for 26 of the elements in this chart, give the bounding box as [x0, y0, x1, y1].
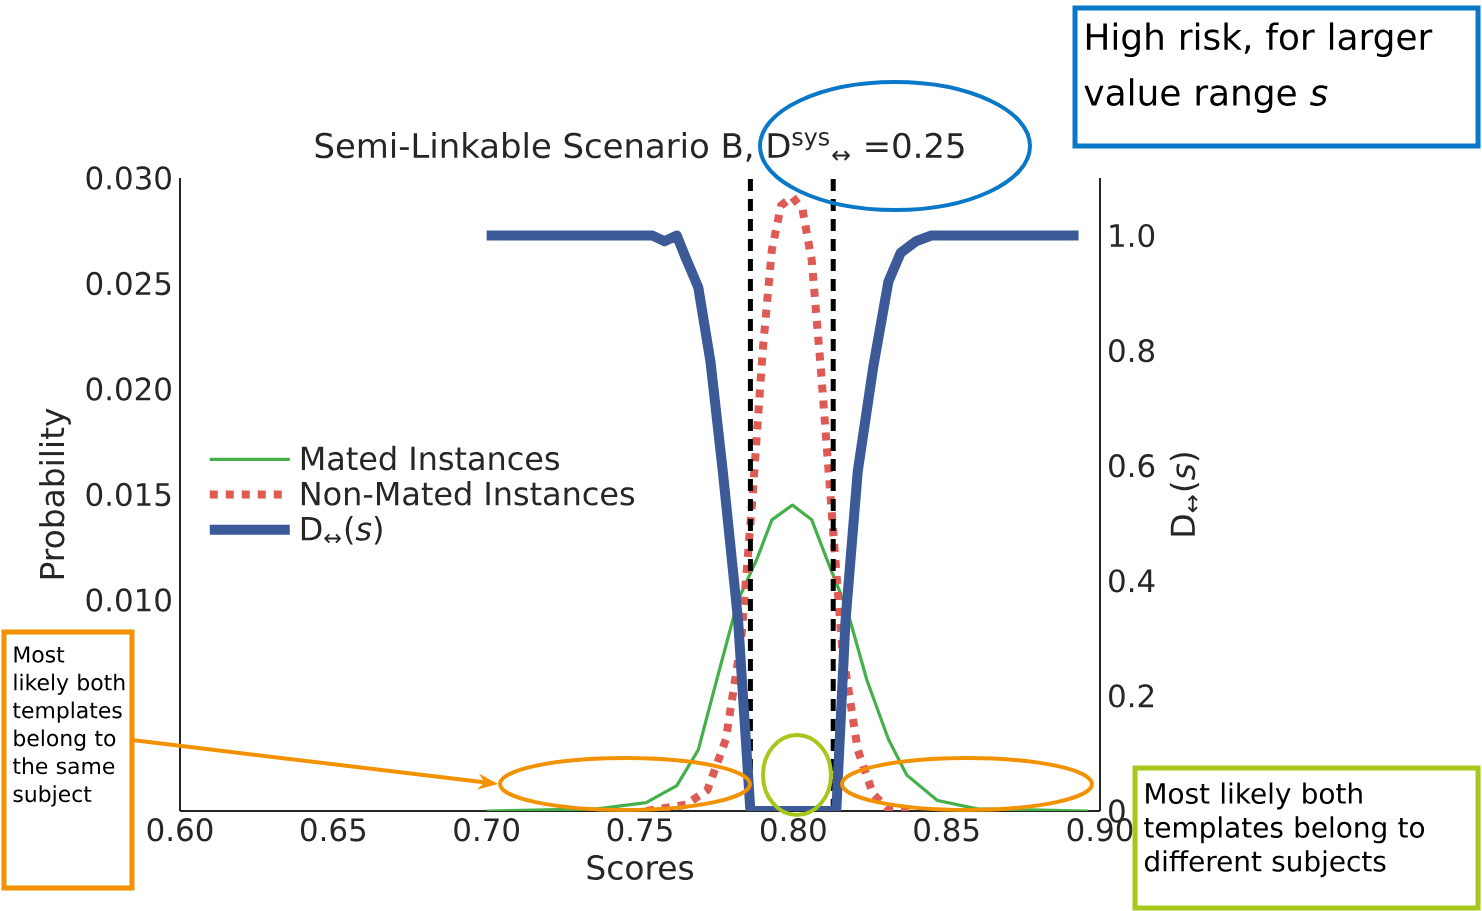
y2-tick-label: 0.8	[1109, 338, 1155, 363]
y-tick-label: 0.030	[86, 166, 171, 190]
y-tick-label: 0.015	[86, 482, 171, 507]
legend-label: Non-Mated Instances	[301, 480, 635, 506]
chart-title: Semi-Linkable Scenario B, D$^{sys}$$_{↔}$ =0.25	[315, 132, 964, 162]
x-tick-label: 0.80	[760, 818, 826, 842]
y2-tick-label: 1.0	[1110, 223, 1155, 248]
text: Most likely both templates belong to the same subject	[12, 646, 125, 807]
y2-tick-label: 0.4	[1109, 569, 1155, 593]
legend-label: D$_{↔}$(s)	[301, 516, 382, 545]
legend-label: Mated Instances	[301, 445, 559, 471]
x-tick-label: 0.75	[607, 818, 672, 842]
y2-tick-label: 0.2	[1109, 684, 1154, 708]
y-tick-label: 0.020	[86, 377, 171, 401]
text: High risk, for larger value range s	[1084, 22, 1433, 113]
y-tick-label: 0.025	[86, 271, 171, 296]
text: Most likely both templates belong to different subjects	[1144, 782, 1425, 878]
x-axis-title: Scores	[587, 855, 694, 880]
x-tick-label: 0.60	[147, 818, 213, 842]
y2-axis-title: D$_{↔}$(s)	[1169, 453, 1200, 536]
x-tick-label: 0.70	[454, 818, 519, 842]
y-axis-title: Probability	[39, 408, 71, 579]
y2-tick-label: 0.6	[1109, 454, 1155, 478]
x-tick-label: 0.65	[300, 818, 365, 842]
y-tick-label: 0.010	[86, 588, 171, 612]
x-tick-label: 0.85	[914, 818, 979, 842]
